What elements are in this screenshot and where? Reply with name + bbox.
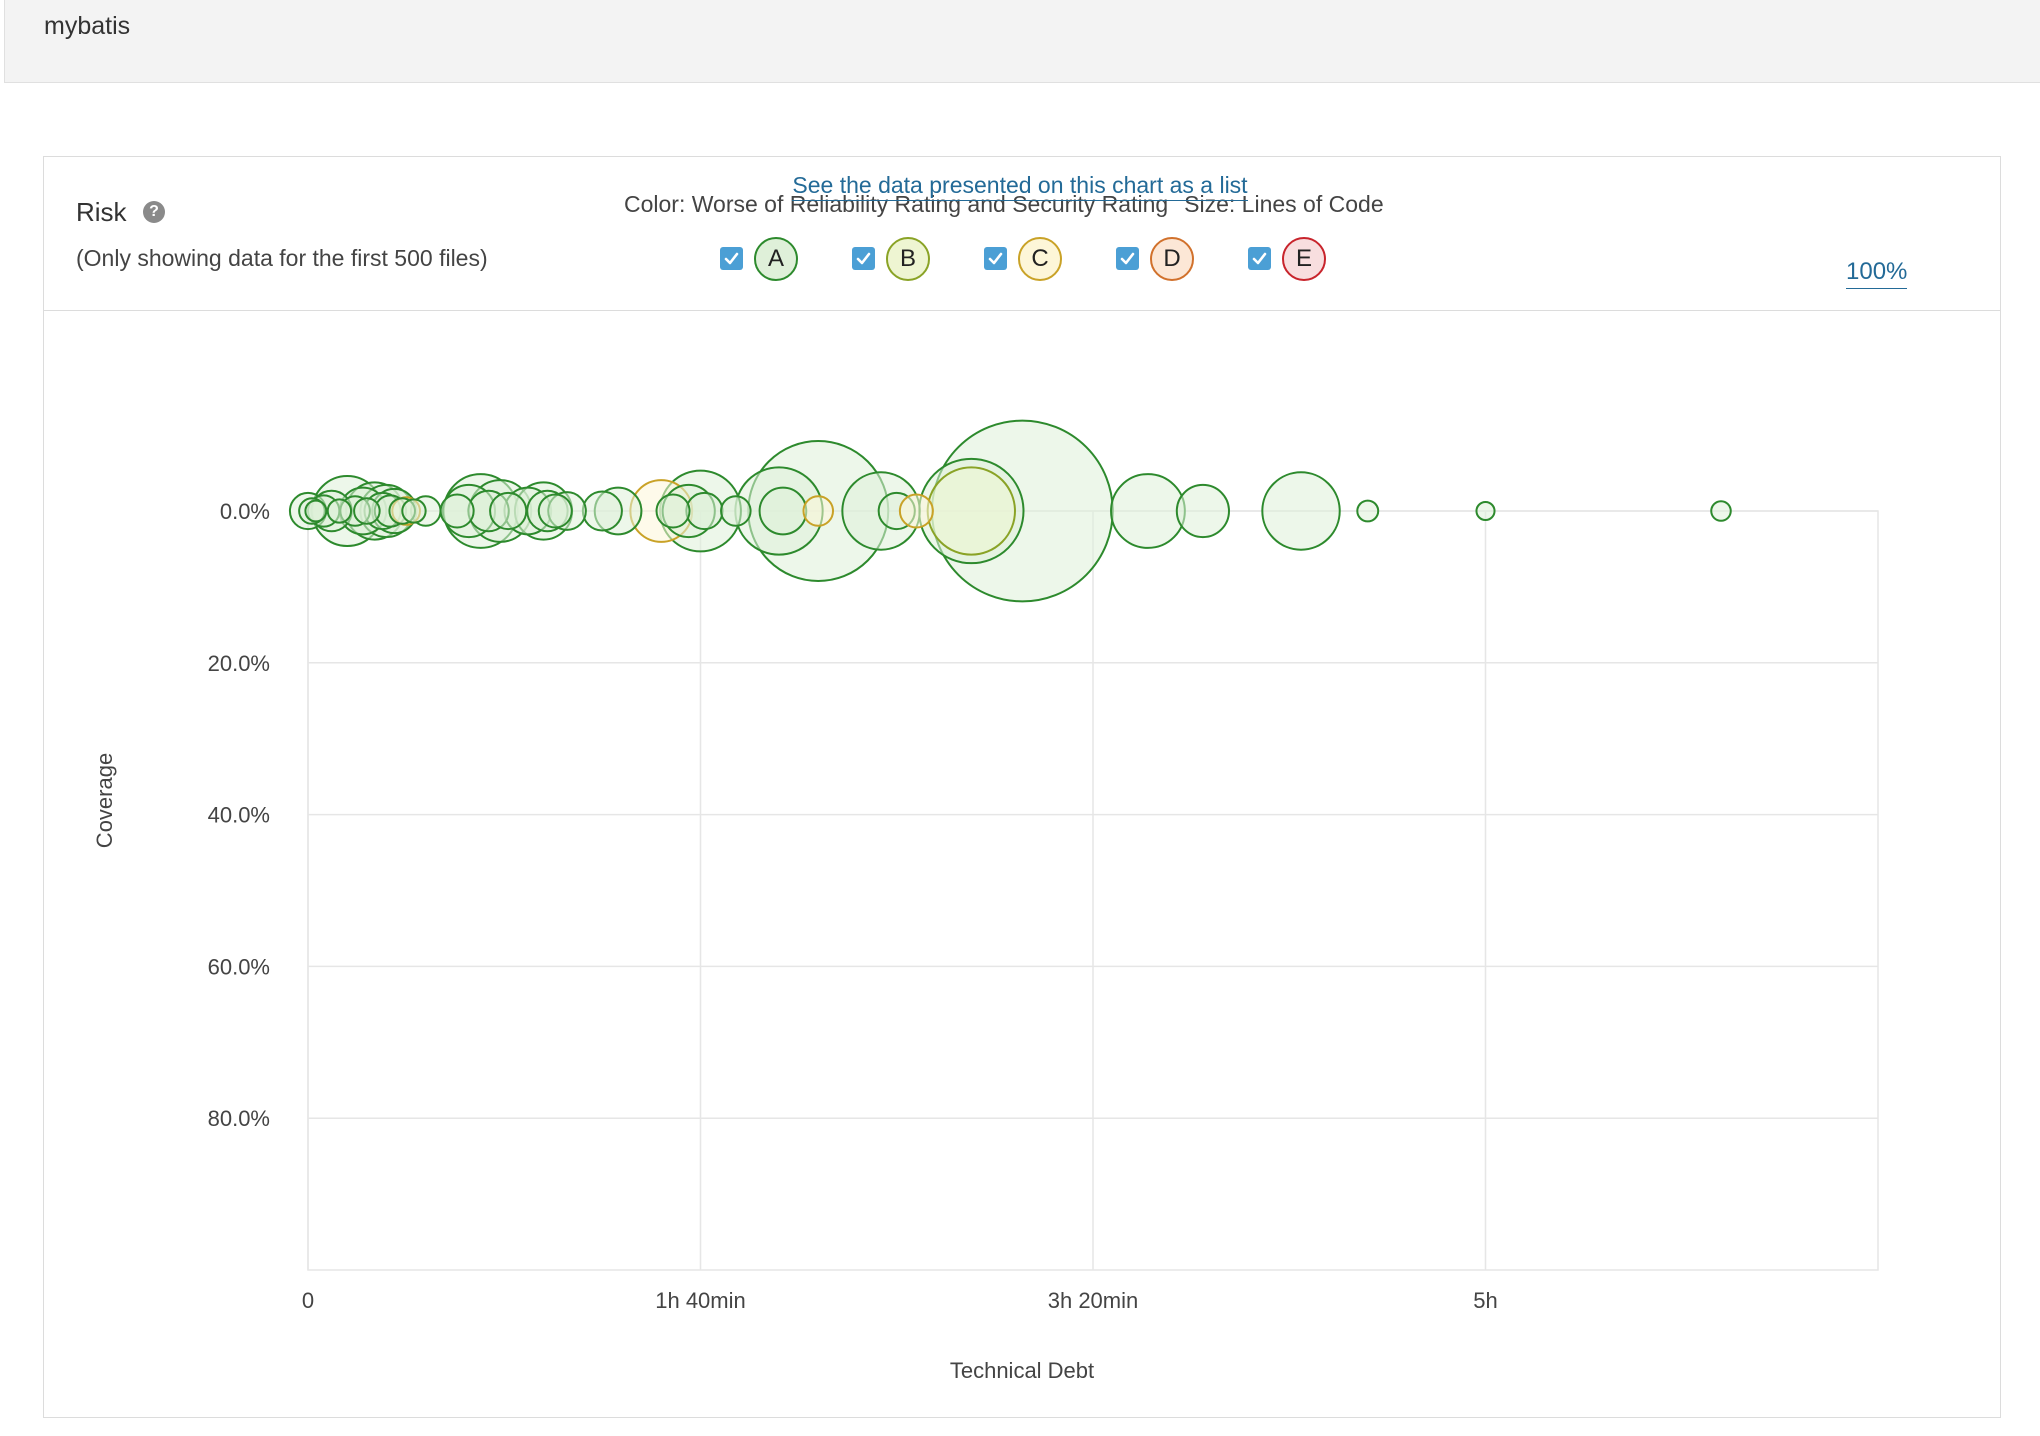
top-bar: mybatis bbox=[4, 0, 2040, 83]
rating-checkbox-c[interactable] bbox=[984, 247, 1007, 270]
project-title[interactable]: mybatis bbox=[44, 12, 131, 40]
rating-badge-b: B bbox=[886, 237, 930, 281]
see-data-as-list-link[interactable]: See the data presented on this chart as … bbox=[792, 172, 1248, 201]
size-legend-label: Size: Lines of Code bbox=[1184, 191, 1384, 217]
zoom-reset-link[interactable]: 100% bbox=[1846, 258, 1908, 289]
rating-badge-c: C bbox=[1018, 237, 1062, 281]
risk-widget: Risk ? (Only showing data for the first … bbox=[43, 156, 2001, 1418]
rating-checkbox-a[interactable] bbox=[720, 247, 743, 270]
check-icon bbox=[988, 252, 1003, 265]
rating-checkbox-e[interactable] bbox=[1248, 247, 1271, 270]
color-legend-label: Color: Worse of Reliability Rating and S… bbox=[624, 191, 1169, 217]
widget-title: Risk bbox=[76, 197, 127, 227]
chart-area bbox=[44, 311, 2000, 1417]
check-icon bbox=[856, 252, 871, 265]
rating-checkbox-d[interactable] bbox=[1116, 247, 1139, 270]
check-icon bbox=[724, 252, 739, 265]
check-icon bbox=[1120, 252, 1135, 265]
legend-label: Color: Worse of Reliability Rating and S… bbox=[624, 191, 1384, 218]
rating-badge-d: D bbox=[1150, 237, 1194, 281]
widget-header: Risk ? (Only showing data for the first … bbox=[44, 157, 2000, 311]
check-icon bbox=[1252, 252, 1267, 265]
rating-badge-a: A bbox=[754, 237, 798, 281]
widget-subtitle: (Only showing data for the first 500 fil… bbox=[76, 245, 488, 271]
help-icon[interactable]: ? bbox=[143, 201, 165, 223]
list-link-wrapper: See the data presented on this chart as … bbox=[0, 172, 2040, 201]
rating-checkbox-b[interactable] bbox=[852, 247, 875, 270]
rating-badge-e: E bbox=[1282, 237, 1326, 281]
